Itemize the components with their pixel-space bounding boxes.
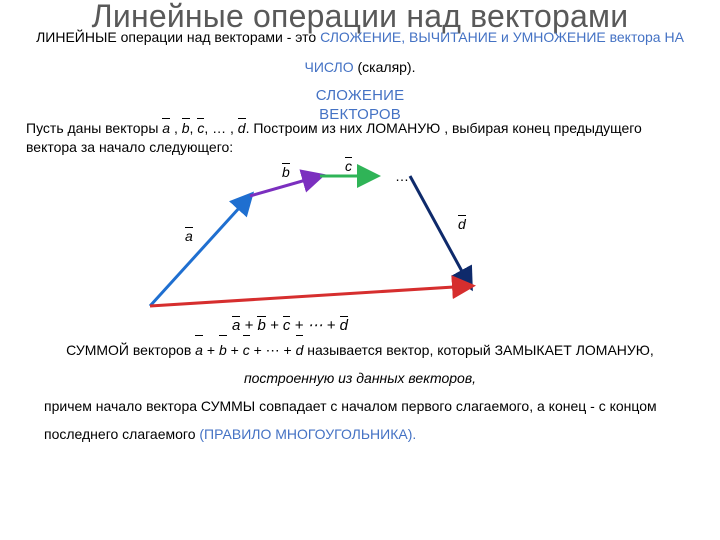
intro-suffix: (скаляр). (354, 59, 416, 75)
sum-dots: + ⋯ + (290, 317, 339, 334)
label-dots: … (395, 168, 409, 184)
p1-sep1: , (170, 120, 182, 136)
sum-b: b (257, 317, 265, 334)
label-a-text: a (185, 228, 193, 244)
subheading-line1: СЛОЖЕНИЕ (316, 87, 405, 104)
sum-d: d (340, 317, 348, 334)
label-d: d (458, 216, 466, 232)
p1-text-1: Пусть даны векторы (26, 120, 162, 136)
p2-b: b (219, 336, 227, 364)
label-a: a (185, 228, 193, 244)
sum-c: c (283, 317, 291, 334)
intro-text: ЛИНЕЙНЫЕ операции над векторами - это СЛ… (0, 22, 720, 84)
intro-prefix: ЛИНЕЙНЫЕ операции над векторами - это (36, 29, 320, 45)
label-b: b (282, 164, 290, 180)
arrow-a (150, 196, 250, 306)
p1-sep3: , … , (204, 120, 237, 136)
p2-plus2: + (227, 342, 243, 358)
vec-b: b (182, 119, 190, 138)
p2-plus1: + (203, 342, 219, 358)
vec-c: c (197, 119, 204, 138)
p2-c: c (243, 336, 250, 364)
p1-sep2: , (190, 120, 198, 136)
p3-rule: (ПРАВИЛО МНОГОУГОЛЬНИКА). (199, 426, 416, 442)
paragraph-1: Пусть даны векторы a , b, c, … , d. Пост… (0, 117, 720, 157)
paragraph-3: причем начало вектора СУММЫ совпадает с … (0, 392, 720, 448)
vector-diagram: a b c … d a + b + c + ⋯ + d (0, 156, 720, 336)
arrow-sum (150, 286, 470, 306)
sum-plus2: + (266, 317, 283, 334)
paragraph-2: СУММОЙ векторов a + b + c + ⋯ + d называ… (0, 336, 720, 392)
vec-d: d (238, 119, 246, 138)
label-d-text: d (458, 216, 466, 232)
p2-d: d (296, 336, 304, 364)
sum-expression: a + b + c + ⋯ + d (232, 316, 348, 334)
sum-a: a (232, 317, 240, 334)
p2-line2: построенную из данных векторов, (244, 370, 476, 386)
vector-svg (0, 156, 720, 336)
p2-lead: СУММОЙ векторов (66, 342, 195, 358)
label-c-text: c (345, 158, 352, 174)
vec-a: a (162, 119, 170, 138)
p2-dots: + ⋯ + (250, 342, 296, 358)
p2-tail: называется вектор, который ЗАМЫКАЕТ ЛОМА… (303, 342, 653, 358)
sum-plus1: + (240, 317, 257, 334)
label-b-text: b (282, 164, 290, 180)
p2-a: a (195, 336, 203, 364)
label-c: c (345, 158, 352, 174)
